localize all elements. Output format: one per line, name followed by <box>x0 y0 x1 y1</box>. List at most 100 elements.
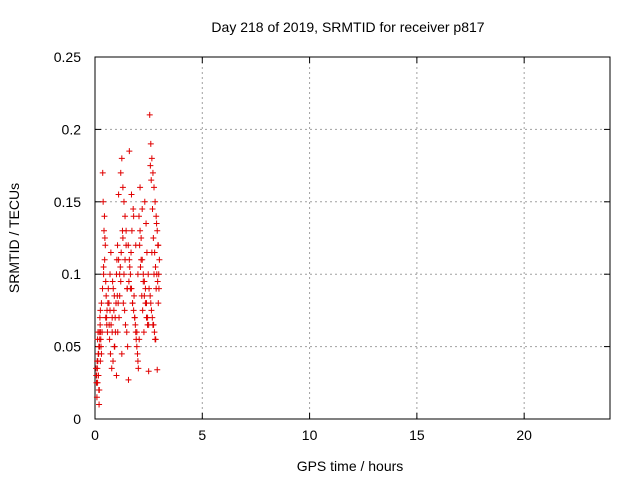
data-point <box>110 285 117 292</box>
grid-lines <box>95 57 610 419</box>
data-point <box>125 376 132 383</box>
data-point <box>110 358 117 365</box>
data-point <box>143 314 150 321</box>
y-axis-label: SRMTID / TECUs <box>6 183 22 293</box>
data-point <box>99 169 106 176</box>
data-point <box>137 227 144 234</box>
data-point <box>128 227 135 234</box>
data-point <box>125 278 132 285</box>
data-point <box>145 368 152 375</box>
data-point <box>155 300 162 307</box>
data-point <box>147 292 154 299</box>
data-point <box>154 242 161 249</box>
data-point <box>109 278 116 285</box>
data-point <box>126 256 133 263</box>
x-tick-label: 0 <box>91 427 99 443</box>
data-point <box>135 365 142 372</box>
y-tick-label: 0.05 <box>54 339 81 355</box>
data-point <box>126 148 133 155</box>
data-point <box>140 329 147 336</box>
data-point <box>153 220 160 227</box>
y-tick-label: 0.15 <box>54 194 81 210</box>
data-point <box>100 263 107 270</box>
data-point <box>149 321 156 328</box>
data-point <box>125 242 132 249</box>
y-tick-label: 0.1 <box>62 266 82 282</box>
data-point <box>94 336 101 343</box>
data-point <box>117 169 124 176</box>
data-point <box>138 256 145 263</box>
data-point <box>111 343 118 350</box>
data-point <box>95 387 102 394</box>
data-point <box>106 336 113 343</box>
data-point <box>149 314 156 321</box>
data-point <box>150 235 157 241</box>
plot-frame <box>94 56 611 420</box>
data-point <box>128 249 135 256</box>
data-point <box>133 343 140 350</box>
data-point <box>105 300 112 307</box>
data-point <box>120 300 127 307</box>
data-point <box>122 213 129 220</box>
data-point <box>119 235 126 241</box>
y-tick-label: 0.2 <box>62 121 82 137</box>
data-point <box>153 213 160 220</box>
data-point <box>107 249 114 256</box>
data-point <box>139 206 146 213</box>
data-point <box>99 329 106 336</box>
data-point <box>129 300 136 307</box>
data-point <box>156 256 163 263</box>
data-point <box>146 111 153 118</box>
data-point <box>116 314 123 321</box>
data-point <box>123 329 130 336</box>
data-point <box>143 220 150 227</box>
axis-ticks <box>94 56 610 420</box>
data-point <box>126 263 133 270</box>
data-point <box>134 271 141 278</box>
data-point <box>137 263 144 270</box>
data-point <box>141 292 148 299</box>
data-point <box>149 206 156 213</box>
data-point <box>148 155 155 162</box>
x-axis-label: GPS time / hours <box>297 458 404 474</box>
data-point <box>116 292 123 299</box>
data-point <box>96 401 103 408</box>
data-point <box>94 358 101 365</box>
data-point <box>130 206 137 213</box>
data-point <box>98 300 105 307</box>
x-tick-label: 10 <box>302 427 318 443</box>
data-point <box>114 329 121 336</box>
data-point <box>148 177 155 184</box>
data-point <box>109 329 116 336</box>
data-point <box>127 285 134 292</box>
data-point <box>107 350 114 357</box>
data-point <box>102 242 109 249</box>
data-point <box>115 191 122 198</box>
data-point <box>110 307 117 314</box>
data-point <box>103 314 110 321</box>
data-point <box>145 271 152 278</box>
data-point <box>154 227 161 234</box>
data-point <box>119 184 126 191</box>
data-point <box>149 169 156 176</box>
data-point <box>101 256 108 263</box>
data-point <box>127 271 134 278</box>
data-point <box>122 321 129 328</box>
data-point <box>93 379 100 386</box>
data-point <box>154 278 161 285</box>
data-point <box>118 350 125 357</box>
data-point <box>147 300 154 307</box>
data-point <box>132 321 139 328</box>
data-point <box>100 198 107 205</box>
data-point <box>120 198 127 205</box>
data-point <box>147 162 154 169</box>
data-point <box>101 227 108 234</box>
x-tick-label: 15 <box>409 427 425 443</box>
data-point <box>151 184 158 191</box>
data-point <box>115 256 122 263</box>
data-point <box>141 198 148 205</box>
data-point <box>96 314 103 321</box>
data-point <box>115 300 122 307</box>
data-point <box>95 372 102 379</box>
